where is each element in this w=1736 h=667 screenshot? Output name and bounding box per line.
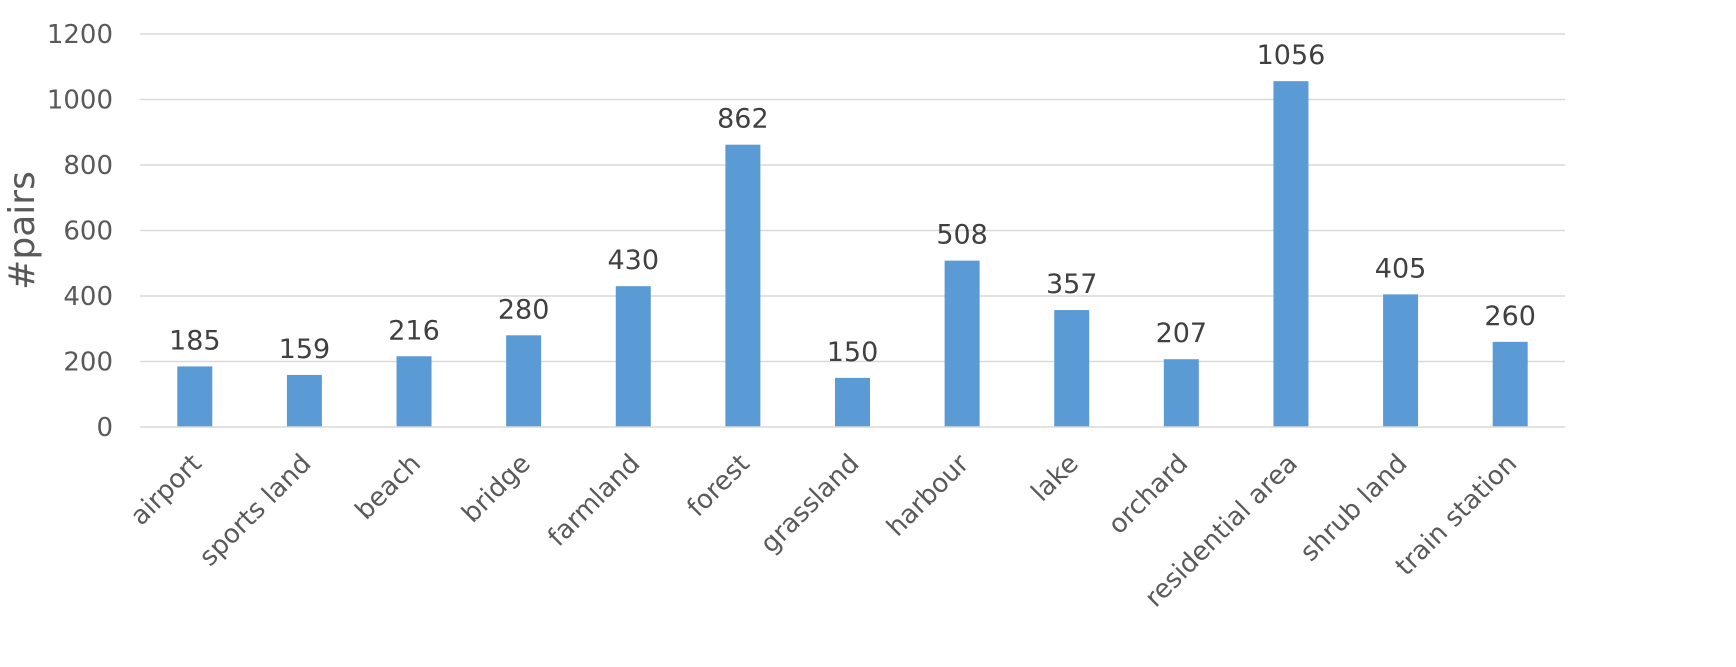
y-tick-label: 800 [63, 151, 113, 181]
bar [1163, 359, 1199, 427]
data-label: 185 [169, 325, 221, 356]
data-label: 150 [827, 337, 879, 368]
x-tick-label: orchard [1103, 449, 1195, 541]
x-tick-label: farmland [542, 449, 646, 553]
bar [1492, 341, 1528, 427]
bar [835, 377, 870, 427]
bar [396, 356, 432, 427]
y-axis-title: #pairs [2, 171, 43, 290]
x-tick-label: harbour [881, 449, 975, 543]
x-tick-label: sports land [194, 449, 318, 573]
data-label: 207 [1156, 318, 1208, 349]
data-labels: 185 159 216 280 430 862 150 508 357 207 1056 405 260 [169, 40, 1536, 368]
data-label: 159 [279, 334, 331, 365]
y-tick-label: 200 [63, 348, 113, 378]
bars [177, 81, 1528, 427]
data-label: 508 [936, 220, 988, 251]
bar [615, 286, 651, 427]
data-label: 430 [607, 245, 659, 276]
x-tick-label: bridge [456, 449, 536, 529]
data-label: 280 [498, 294, 550, 325]
x-tick-label: grassland [755, 449, 866, 560]
y-tick-label: 0 [96, 413, 113, 443]
gridlines [140, 33, 1565, 363]
y-tick-label: 1200 [47, 20, 113, 50]
bar [177, 366, 213, 427]
data-label: 260 [1484, 301, 1536, 332]
data-label: 357 [1046, 269, 1098, 300]
data-label: 216 [388, 315, 440, 346]
data-label: 1056 [1257, 40, 1326, 71]
data-label: 405 [1375, 253, 1427, 284]
bar [1383, 294, 1419, 427]
x-tick-label: lake [1026, 449, 1085, 508]
y-axis-ticks: 0 200 400 600 800 1000 1200 [47, 20, 113, 443]
bar [725, 144, 761, 427]
bar [1054, 310, 1090, 427]
bar [506, 335, 542, 427]
bar [944, 260, 980, 427]
y-tick-label: 1000 [47, 86, 113, 116]
y-tick-label: 600 [63, 217, 113, 247]
bar [1273, 81, 1309, 427]
x-tick-label: forest [682, 449, 756, 523]
bar [286, 374, 322, 427]
x-tick-label: beach [350, 449, 427, 526]
y-tick-label: 400 [63, 282, 113, 312]
x-tick-label: airport [125, 449, 208, 532]
x-tick-label: shrub land [1295, 449, 1414, 568]
data-label: 862 [717, 104, 769, 135]
